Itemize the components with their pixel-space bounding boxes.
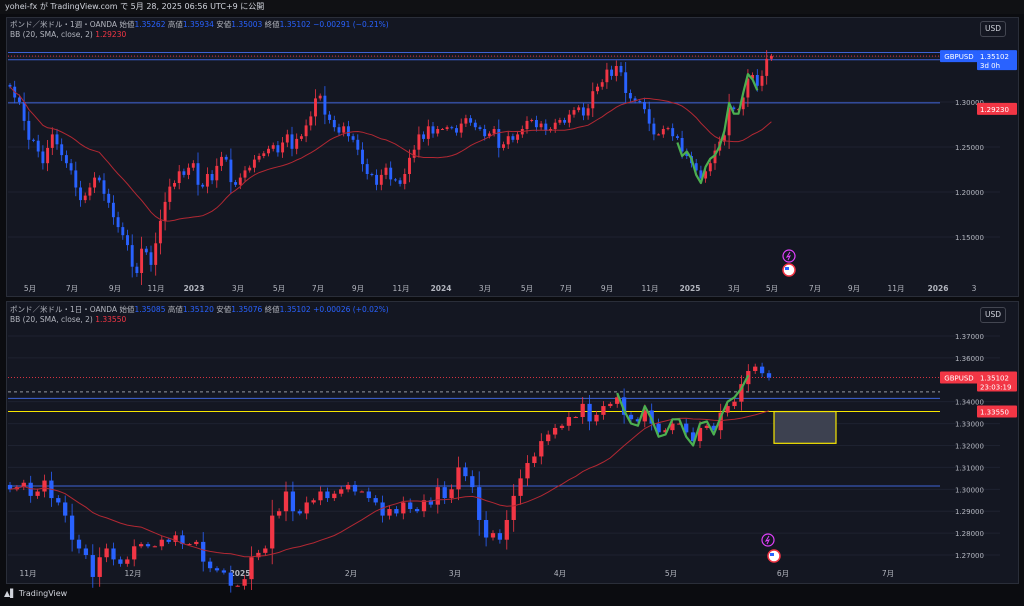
weekly-symbol-title: ポンド／米ドル・1週・OANDA (10, 20, 118, 29)
tv-brand-text: TradingView (18, 589, 68, 598)
weekly-chart-panel[interactable] (6, 17, 1019, 297)
weekly-legend: ポンド／米ドル・1週・OANDA 始値1.35262 高値1.35934 安値1… (10, 20, 389, 39)
daily-symbol-title: ポンド／米ドル・1日・OANDA (10, 305, 118, 314)
tradingview-logo: ▲▌ TradingView (4, 589, 67, 598)
daily-legend: ポンド／米ドル・1日・OANDA 始値1.35085 高値1.35120 安値1… (10, 305, 389, 324)
weekly-bb-value: 1.29230 (95, 30, 127, 39)
daily-bb-value: 1.33550 (95, 315, 127, 324)
candle (235, 585, 240, 587)
tv-logo-icon: ▲▌ (4, 589, 17, 598)
weekly-currency-button[interactable]: USD (980, 21, 1006, 37)
weekly-bb-label: BB (20, SMA, close, 2) (10, 30, 93, 39)
daily-currency-button[interactable]: USD (980, 307, 1006, 323)
daily-bb-label: BB (20, SMA, close, 2) (10, 315, 93, 324)
publish-header: yohei-fx が TradingView.com で 5月 28, 2025… (0, 0, 1024, 14)
daily-chart-panel[interactable] (6, 301, 1019, 584)
